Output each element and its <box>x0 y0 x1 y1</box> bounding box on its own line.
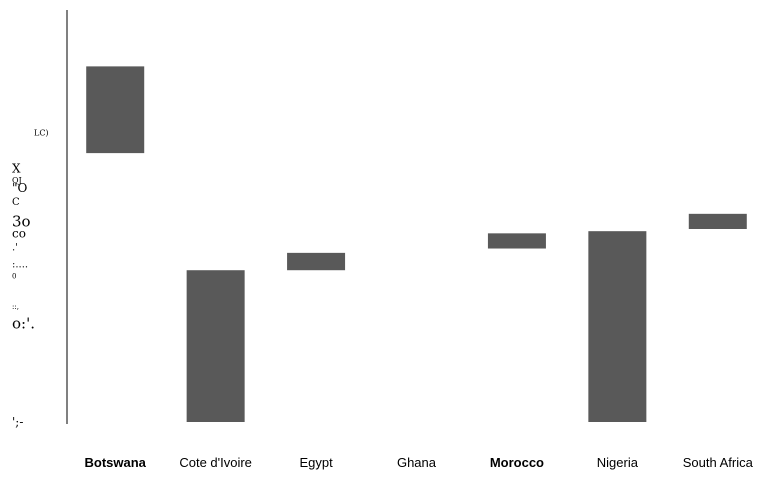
y-tick-label: C <box>12 197 20 208</box>
y-tick-label: .' <box>12 242 18 253</box>
bar <box>86 66 145 154</box>
y-tick-label: "O <box>12 181 28 195</box>
bar <box>487 233 546 249</box>
bar <box>186 270 245 422</box>
y-tick-label: o:'. <box>12 314 35 332</box>
bar <box>287 252 346 271</box>
x-tick-label: Botswana <box>85 455 147 470</box>
x-tick-label: Nigeria <box>597 455 639 470</box>
x-tick-label: Morocco <box>490 455 544 470</box>
x-tick-label: Egypt <box>299 455 333 470</box>
x-tick-label: South Africa <box>683 455 754 470</box>
y-tick-label: X <box>12 161 21 175</box>
y-tick-label: ::, <box>12 303 19 311</box>
bars <box>86 66 747 422</box>
y-tick-label: LC) <box>34 128 49 137</box>
y-tick-label: co <box>12 226 26 240</box>
x-tick-label: Cote d'Ivoire <box>179 455 252 470</box>
y-tick-label: 0 <box>12 273 16 281</box>
y-tick-label: QJ <box>12 176 22 185</box>
y-tick-label: :.... <box>12 260 28 271</box>
x-tick-labels: Botswana Cote d'Ivoire Egypt Ghana Morocco Ni… <box>85 455 754 470</box>
y-tick-label: ';- <box>12 415 23 429</box>
x-tick-label: Ghana <box>397 455 437 470</box>
y-tick-label: 3o <box>12 213 31 231</box>
bar <box>588 231 647 422</box>
bar <box>688 213 747 230</box>
